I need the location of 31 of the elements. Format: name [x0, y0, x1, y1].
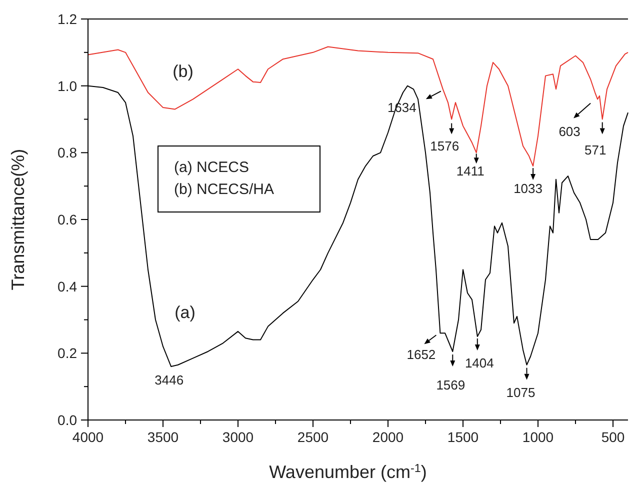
annotation: (a) NCECS — [174, 159, 250, 176]
x-tick-label: 2500 — [297, 429, 329, 445]
x-tick-label: 1500 — [447, 429, 479, 445]
x-axis-title: Wavenumber (cm$^{-1}$) — [269, 462, 427, 482]
annotation: 1033 — [514, 181, 543, 196]
y-tick-label: 0.4 — [58, 278, 78, 294]
annotation: 571 — [584, 142, 606, 158]
annotation: (b) NCECS/HA — [174, 181, 274, 198]
series-label: (b) — [172, 62, 194, 81]
series-label: (a) — [174, 303, 196, 322]
y-tick-label: 0.8 — [58, 144, 78, 161]
annotation: 1652 — [406, 347, 436, 362]
x-tick-label: 3500 — [147, 429, 179, 445]
annotation: 1411 — [456, 164, 484, 179]
y-axis-title: Transmittance(%) — [8, 148, 28, 290]
x-tick-label: 1000 — [522, 429, 554, 445]
y-tick-label: 1.0 — [58, 78, 78, 94]
annotation: 1576 — [430, 138, 460, 154]
x-tick-label: 3000 — [222, 429, 254, 445]
x-tick-label: 500 — [601, 429, 625, 445]
annotation: 3446 — [154, 372, 184, 388]
annotation: 1075 — [506, 384, 536, 400]
x-tick-label: 4000 — [72, 429, 104, 445]
annotation: 1404 — [464, 355, 494, 370]
y-tick-label: 0.0 — [58, 412, 78, 428]
annotation: 1569 — [436, 377, 466, 392]
y-tick-label: 0.2 — [58, 345, 78, 362]
y-tick-label: 0.6 — [58, 212, 78, 228]
annotation: 603 — [558, 124, 580, 140]
y-tick-label: 1.2 — [58, 11, 78, 27]
x-tick-label: 2000 — [372, 429, 404, 445]
